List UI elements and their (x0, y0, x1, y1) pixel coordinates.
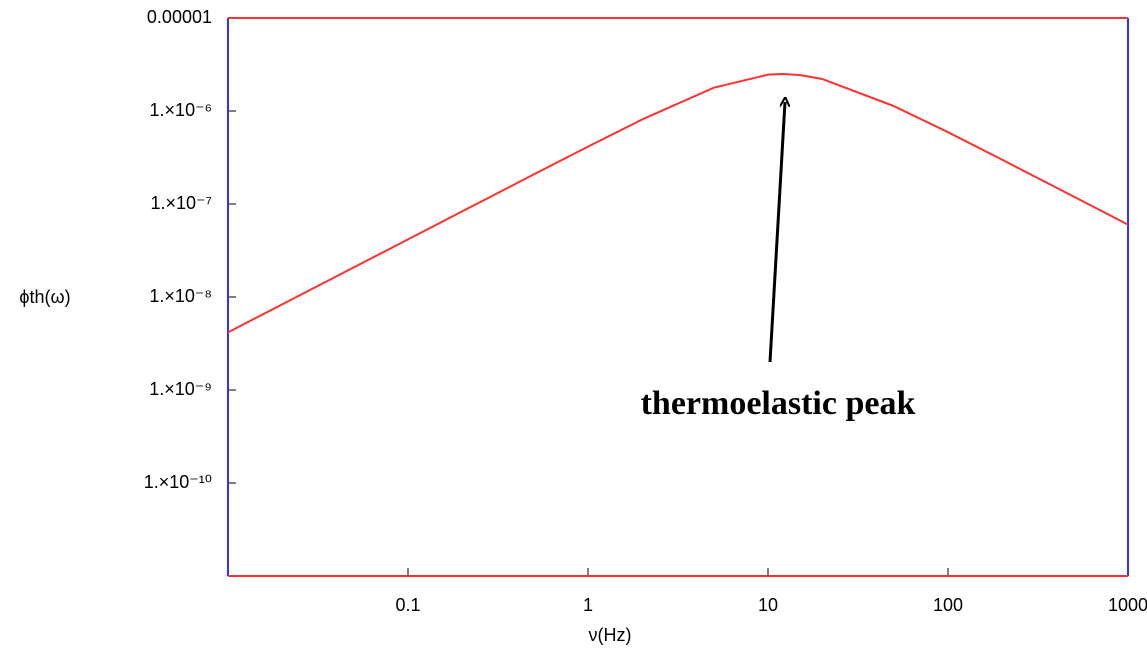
y-tick-label: 1.×10⁻¹⁰ (144, 472, 212, 492)
x-tick-label: 1000 (1108, 595, 1147, 615)
x-axis-label: ν(Hz) (589, 625, 632, 645)
y-tick-label: 0.00001 (147, 7, 212, 27)
x-tick-label: 1 (583, 595, 593, 615)
x-tick-label: 10 (758, 595, 778, 615)
y-tick-label: 1.×10⁻⁹ (149, 379, 212, 399)
annotation: thermoelastic peak (641, 385, 916, 422)
line (227, 72, 1129, 334)
y-tick-label: 1.×10⁻⁸ (149, 286, 212, 306)
y-axis-label: ϕth(ω) (19, 287, 70, 307)
annotation-arrow (768, 102, 785, 363)
x-tick-label: 0.1 (395, 595, 420, 615)
y-tick-label: 1.×10⁻⁶ (150, 100, 212, 120)
y-tick-label: 1.×10⁻⁷ (150, 193, 212, 213)
x-tick-label: 100 (933, 595, 963, 615)
